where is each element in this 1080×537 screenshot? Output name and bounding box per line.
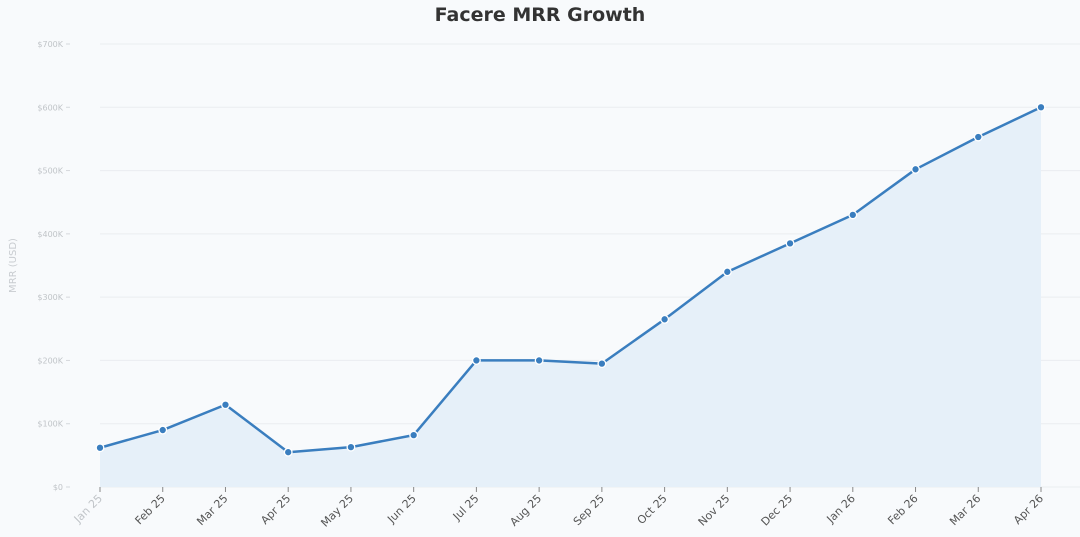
data-point (911, 164, 920, 174)
data-point (95, 443, 105, 453)
x-tick-label: Mar 26 (947, 492, 983, 528)
x-tick-label: May 25 (318, 492, 356, 530)
x-tick-label: Sep 25 (571, 492, 607, 528)
x-tick-label: Jan 25 (71, 492, 105, 526)
data-point (221, 400, 230, 410)
x-tick-label: Mar 25 (194, 492, 230, 528)
x-tick-label: Aug 25 (507, 492, 544, 529)
y-tick-label: $500K (37, 167, 63, 176)
data-point (848, 210, 858, 220)
y-axis-label: MRR (USD) (8, 238, 19, 293)
data-point (471, 355, 481, 365)
x-tick-label: Dec 25 (759, 492, 796, 529)
y-tick-label: $300K (37, 293, 63, 302)
y-tick-label: $100K (37, 420, 63, 429)
x-tick-label: Feb 25 (133, 492, 168, 527)
data-point (283, 447, 293, 457)
x-tick-label: Jul 25 (450, 492, 482, 524)
data-point (722, 267, 732, 277)
series-line (99, 106, 1042, 454)
x-tick-label: Jun 25 (384, 492, 418, 526)
x-tick-label: Feb 26 (885, 492, 920, 527)
y-tick-label: $200K (37, 356, 63, 365)
data-point (158, 425, 168, 435)
data-point (973, 132, 983, 142)
data-point (534, 355, 544, 365)
x-tick-label: Apr 25 (258, 492, 293, 527)
data-point (1036, 102, 1046, 112)
x-tick-label: Oct 25 (635, 492, 670, 527)
data-point (409, 430, 419, 440)
y-tick-label: $600K (37, 103, 63, 112)
x-tick-label: Apr 26 (1011, 492, 1046, 527)
data-point (660, 314, 670, 324)
data-point (597, 359, 607, 369)
series-area (100, 107, 1041, 488)
y-tick-label: $400K (37, 230, 63, 239)
x-tick-label: Jan 26 (824, 492, 858, 526)
data-point (346, 442, 356, 452)
y-tick-label: $0 (53, 483, 63, 492)
chart-title: Facere MRR Growth (434, 4, 646, 26)
x-tick-label: Nov 25 (696, 492, 733, 529)
data-point (785, 238, 795, 248)
y-tick-label: $700K (37, 40, 63, 49)
